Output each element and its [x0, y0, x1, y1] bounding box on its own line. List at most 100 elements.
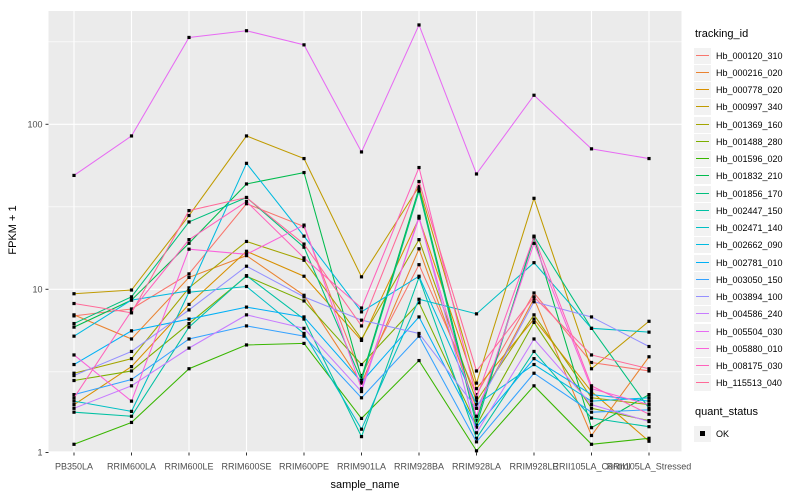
data-point-marker [589, 367, 594, 371]
data-point-marker [129, 369, 134, 373]
data-point-marker [359, 396, 364, 400]
data-point-marker [359, 376, 364, 380]
data-point-marker [129, 409, 134, 413]
data-point-marker [589, 399, 594, 403]
series-line-icon [696, 175, 709, 177]
series-color-key-icon [694, 185, 711, 202]
data-point-marker [532, 362, 536, 367]
data-point-marker [532, 384, 536, 388]
data-point-marker [72, 406, 76, 410]
data-point-marker [72, 292, 76, 296]
data-point-marker [647, 330, 651, 334]
legend-entry: Hb_001832_210 [694, 168, 800, 185]
data-point-marker [302, 156, 306, 161]
data-point-marker [474, 431, 479, 435]
data-point-marker [244, 182, 249, 186]
y-tick-label: 10 [32, 284, 42, 294]
series-line-icon [696, 313, 709, 315]
series-color-key-icon [694, 306, 711, 323]
series-line-icon [696, 140, 709, 142]
data-point-marker [589, 433, 594, 438]
legend-entry: Hb_005504_030 [694, 323, 800, 340]
data-point-marker [589, 406, 594, 410]
series-color-key-icon [694, 82, 711, 99]
data-point-marker [72, 334, 76, 338]
data-point-marker [417, 238, 421, 242]
legend-entry: Hb_115513_040 [694, 375, 800, 392]
legend-entry: Hb_003894_100 [694, 289, 800, 306]
data-point-marker [129, 357, 134, 361]
data-point-marker [417, 315, 421, 319]
data-point-marker [474, 381, 479, 385]
data-point-marker [187, 272, 191, 276]
legend-label: Hb_005880_010 [716, 343, 783, 354]
series-color-key-icon [694, 340, 711, 357]
data-point-marker [589, 147, 594, 151]
data-point-marker [647, 396, 651, 400]
series-color-key-icon [694, 133, 711, 150]
legend-entry: Hb_008175_030 [694, 358, 800, 375]
series-line-icon [696, 227, 709, 229]
series-color-key-icon [694, 220, 711, 237]
data-point-marker [532, 320, 536, 325]
legend-entry: Hb_002662_090 [694, 237, 800, 254]
legend-label: Hb_001832_210 [716, 171, 783, 182]
data-point-marker [129, 384, 134, 388]
data-point-marker [72, 410, 76, 414]
data-point-marker [647, 412, 651, 416]
data-point-marker [417, 331, 421, 336]
data-point-marker [359, 337, 364, 341]
data-point-marker [589, 416, 594, 420]
series-line-icon [696, 123, 709, 125]
quant-status-entries: OK [694, 425, 800, 442]
x-tick-label: RRIM600LE [164, 462, 213, 472]
series-line-icon [696, 71, 709, 73]
data-point-marker [589, 326, 594, 330]
data-point-marker [417, 214, 421, 218]
series-color-key-icon [694, 237, 711, 254]
data-point-marker [589, 396, 594, 400]
data-point-marker [589, 384, 594, 388]
legend-label: Hb_000216_020 [716, 67, 783, 78]
black-square-marker-icon [700, 431, 705, 436]
data-point-marker [647, 425, 651, 429]
legend-title-quant-status: quant_status [695, 406, 758, 418]
legend-label: Hb_001488_280 [716, 136, 783, 147]
legend-entries: Hb_000120_310 Hb_000216_020 Hb_000778_020 H… [694, 47, 800, 392]
data-point-marker [647, 419, 651, 424]
data-point-marker [589, 315, 594, 319]
data-point-marker [589, 442, 594, 446]
data-point-marker [129, 134, 134, 138]
series-color-key-icon [694, 168, 711, 185]
data-point-marker [72, 353, 76, 357]
legend-label: Hb_002662_090 [716, 240, 783, 251]
data-point-marker [359, 373, 364, 378]
data-point-marker [129, 311, 134, 315]
data-point-marker [129, 307, 134, 311]
data-point-marker [589, 353, 594, 357]
data-point-marker [244, 239, 249, 244]
data-point-marker [589, 387, 594, 391]
data-point-marker [647, 367, 651, 371]
data-point-marker [532, 235, 536, 239]
data-point-marker [647, 399, 651, 403]
series-color-key-icon [694, 64, 711, 81]
legend-entry: Hb_001856_170 [694, 185, 800, 202]
data-point-marker [129, 377, 134, 382]
data-point-marker [129, 349, 134, 354]
legend-entry: Hb_003050_150 [694, 271, 800, 288]
data-point-marker [72, 373, 76, 378]
data-point-marker [129, 420, 134, 425]
y-tick-label: 100 [27, 119, 42, 129]
data-point-marker [244, 195, 249, 200]
legend-entry: Hb_000778_020 [694, 82, 800, 99]
data-point-marker [647, 355, 651, 359]
data-point-marker [474, 399, 479, 403]
data-point-marker [359, 435, 364, 439]
quant-status-key-icon [694, 425, 711, 442]
y-axis-title: FPKM + 1 [7, 205, 19, 255]
data-point-marker [589, 403, 594, 407]
data-point-marker [474, 312, 479, 316]
data-point-marker [647, 369, 651, 373]
